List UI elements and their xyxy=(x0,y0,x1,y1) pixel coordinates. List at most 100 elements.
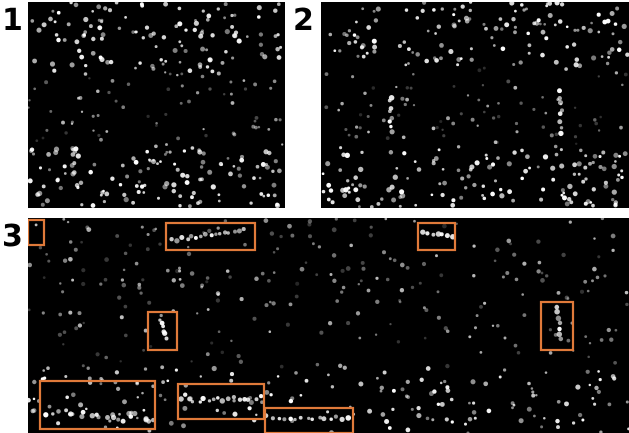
fluorescent-dot xyxy=(333,49,337,53)
fluorescent-dot xyxy=(425,416,430,421)
fluorescent-dot xyxy=(159,320,165,326)
fluorescent-dot xyxy=(593,402,597,406)
fluorescent-dot xyxy=(141,278,145,282)
fluorescent-dot xyxy=(156,162,159,166)
fluorescent-dot xyxy=(36,27,42,33)
fluorescent-dot xyxy=(192,27,197,33)
fluorescent-dot xyxy=(583,201,588,206)
fluorescent-dot xyxy=(374,333,378,336)
fluorescent-dot xyxy=(603,183,609,189)
fluorescent-dot xyxy=(229,372,235,377)
fluorescent-dot xyxy=(442,180,447,186)
fluorescent-dot xyxy=(512,150,517,155)
fluorescent-dot xyxy=(119,315,124,320)
fluorescent-dot xyxy=(209,233,214,238)
fluorescent-dot xyxy=(230,24,235,29)
fluorescent-dot xyxy=(581,25,586,30)
fluorescent-dot xyxy=(223,16,227,20)
fluorescent-dot xyxy=(584,177,588,181)
fluorescent-dot xyxy=(541,95,544,99)
fluorescent-dot xyxy=(207,399,212,403)
fluorescent-dot xyxy=(471,410,477,415)
fluorescent-dot xyxy=(68,256,73,262)
fluorescent-dot xyxy=(402,40,407,44)
fluorescent-dot xyxy=(97,133,101,137)
fluorescent-dot xyxy=(49,61,56,67)
fluorescent-dot xyxy=(416,405,421,411)
fluorescent-dot xyxy=(600,218,605,221)
fluorescent-dot xyxy=(432,389,437,394)
fluorescent-dot xyxy=(493,140,498,145)
fluorescent-dot xyxy=(415,52,420,57)
fluorescent-dot xyxy=(174,368,178,372)
fluorescent-dot xyxy=(128,243,132,247)
fluorescent-dot xyxy=(99,282,103,286)
fluorescent-dot xyxy=(514,121,519,126)
fluorescent-dot xyxy=(545,274,549,278)
fluorescent-dot xyxy=(224,29,230,35)
fluorescent-dot xyxy=(266,193,271,197)
fluorescent-dot xyxy=(186,237,191,242)
fluorescent-dot xyxy=(273,34,278,38)
fluorescent-dot xyxy=(255,164,260,169)
fluorescent-dot xyxy=(342,31,347,37)
fluorescent-dot xyxy=(206,308,210,311)
fluorescent-dot xyxy=(307,416,311,421)
fluorescent-dot xyxy=(484,153,488,157)
fluorescent-dot xyxy=(202,127,205,131)
fluorescent-dot xyxy=(231,394,237,400)
fluorescent-dot xyxy=(405,427,411,433)
fluorescent-dot xyxy=(422,306,426,310)
fluorescent-dot xyxy=(493,259,497,263)
fluorescent-dot xyxy=(100,32,106,38)
fluorescent-dot xyxy=(399,262,405,268)
fluorescent-dot xyxy=(520,3,524,7)
fluorescent-dot xyxy=(497,114,501,119)
fluorescent-dot xyxy=(403,102,407,107)
fluorescent-dot xyxy=(332,278,337,283)
fluorescent-dot xyxy=(460,4,465,9)
fluorescent-dot xyxy=(42,276,46,279)
fluorescent-dot xyxy=(215,408,219,413)
fluorescent-dot xyxy=(124,16,127,19)
fluorescent-dot xyxy=(32,397,36,401)
fluorescent-dot xyxy=(327,321,333,326)
fluorescent-dot xyxy=(143,328,148,333)
fluorescent-dot xyxy=(104,191,110,197)
fluorescent-dot xyxy=(80,240,83,244)
fluorescent-dot xyxy=(569,200,574,205)
fluorescent-dot xyxy=(324,105,329,110)
fluorescent-dot xyxy=(116,417,121,422)
fluorescent-dot xyxy=(536,165,540,169)
fluorescent-dot xyxy=(263,218,269,223)
fluorescent-dot xyxy=(182,405,188,411)
fluorescent-dot xyxy=(131,200,136,205)
fluorescent-dot xyxy=(198,234,203,239)
fluorescent-dot xyxy=(532,107,536,111)
fluorescent-dot xyxy=(70,122,74,126)
fluorescent-dot xyxy=(369,205,374,208)
fluorescent-dot xyxy=(503,336,507,340)
fluorescent-dot xyxy=(603,180,608,185)
fluorescent-dot xyxy=(66,220,70,224)
fluorescent-dot xyxy=(439,43,444,48)
fluorescent-dot xyxy=(353,175,358,180)
fluorescent-dot xyxy=(267,381,271,385)
fluorescent-dot xyxy=(161,324,166,329)
fluorescent-dot xyxy=(264,162,269,167)
fluorescent-dot xyxy=(474,160,480,166)
fluorescent-dot xyxy=(412,103,416,107)
fluorescent-dot xyxy=(207,57,213,63)
fluorescent-dot xyxy=(358,166,364,173)
fluorescent-dot xyxy=(41,311,45,315)
fluorescent-dot xyxy=(400,96,405,101)
fluorescent-dot xyxy=(567,183,573,190)
fluorescent-dot xyxy=(557,119,563,125)
fluorescent-dot xyxy=(59,282,62,285)
fluorescent-dot xyxy=(31,152,36,156)
fluorescent-dot xyxy=(123,304,128,309)
fluorescent-dot xyxy=(395,85,398,89)
fluorescent-dot xyxy=(123,333,128,338)
fluorescent-dot xyxy=(416,167,422,172)
fluorescent-dot xyxy=(469,164,475,170)
